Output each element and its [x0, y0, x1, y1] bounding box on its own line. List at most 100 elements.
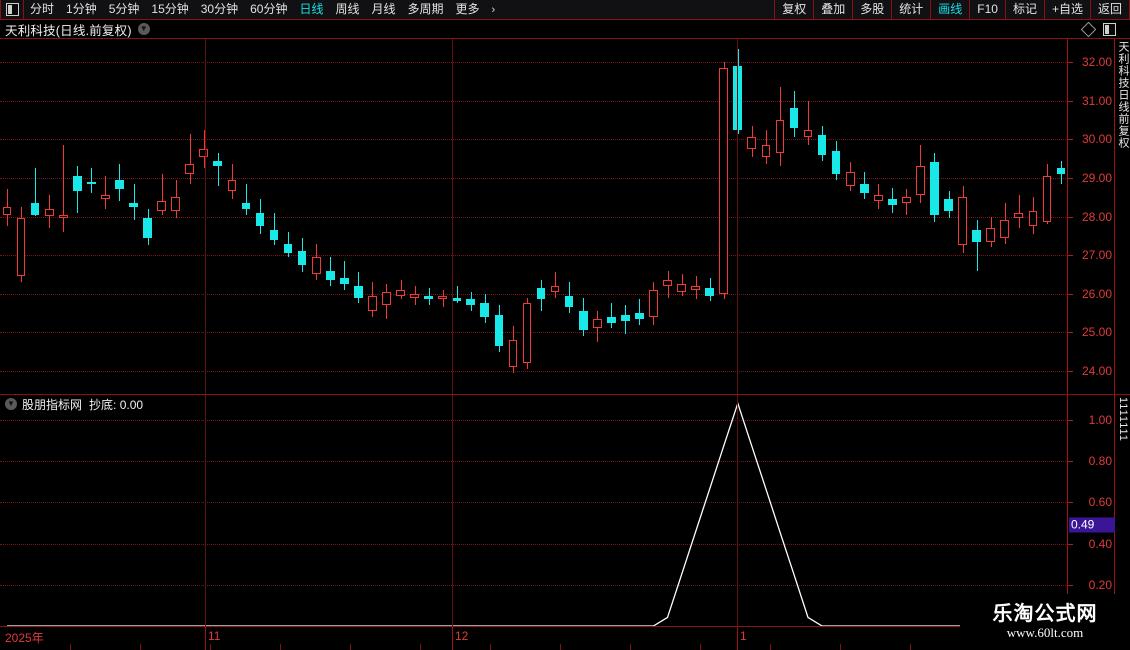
price-axis-tick — [1068, 370, 1073, 372]
price-axis-label: 29.00 — [1081, 170, 1112, 185]
period-tab-8[interactable]: 月线 — [371, 2, 396, 16]
indicator-axis-label: 0.60 — [1088, 495, 1112, 510]
button-biaoji[interactable]: 标记 — [1004, 0, 1044, 19]
candlestick-plot[interactable] — [0, 39, 1130, 394]
pane-layout-icon[interactable] — [1103, 22, 1116, 36]
candle-body — [508, 339, 518, 367]
price-axis-tick — [1068, 332, 1073, 334]
candle-wick — [134, 183, 135, 221]
page-title: 天利科技(日线.前复权) — [5, 23, 132, 38]
candle-body — [550, 285, 560, 292]
candle-wick — [204, 129, 205, 169]
candle-body — [859, 183, 869, 194]
indicator-value-highlight: 0.49 — [1069, 517, 1115, 533]
month-gridline — [205, 39, 206, 394]
price-axis-tick — [1068, 139, 1073, 141]
candle-body — [564, 295, 574, 308]
candle-wick — [190, 133, 191, 184]
period-tab-7[interactable]: 周线 — [335, 2, 360, 16]
candle-body — [185, 164, 195, 175]
candle-body — [789, 108, 799, 128]
period-tab-10[interactable]: 更多 — [455, 2, 480, 16]
month-gridline — [737, 395, 738, 626]
candle-wick — [218, 152, 219, 186]
candle-body — [157, 201, 166, 211]
candle-body — [115, 179, 124, 190]
watermark-url: www.60lt.com — [1006, 625, 1084, 640]
candle-body — [1028, 210, 1038, 227]
site-watermark: 乐淘公式网 www.60lt.com — [960, 594, 1130, 650]
button-back[interactable]: 返回 — [1089, 0, 1130, 19]
title-tools — [1080, 21, 1130, 37]
candle-body — [213, 160, 223, 167]
price-gridline — [0, 293, 1068, 295]
candle-body — [691, 285, 700, 290]
chevron-down-icon[interactable]: ▼ — [137, 23, 150, 35]
sub-vertical-watermark: 1111111 — [1114, 395, 1130, 626]
date-axis-tick — [490, 644, 491, 650]
pane-toggle-icon[interactable] — [0, 0, 24, 19]
price-gridline — [0, 62, 1068, 64]
candle-body — [1014, 212, 1024, 219]
date-axis-tick — [210, 644, 211, 650]
candle-wick — [639, 299, 640, 325]
date-axis-label: 2025年 — [5, 631, 44, 645]
candle-body — [466, 299, 476, 306]
period-tab-3[interactable]: 15分钟 — [151, 2, 189, 16]
main-vertical-text: 天利科技日线前复权 — [1117, 41, 1129, 149]
indicator-gridline — [0, 584, 1068, 586]
candle-body — [396, 289, 405, 296]
period-tab-5[interactable]: 60分钟 — [250, 2, 288, 16]
button-add-favorite[interactable]: +自选 — [1043, 0, 1090, 19]
button-tongji[interactable]: 统计 — [891, 0, 930, 19]
button-f10[interactable]: F10 — [969, 0, 1005, 19]
period-tab-1[interactable]: 1分钟 — [66, 2, 97, 16]
indicator-chevron-down-icon[interactable]: ▼ — [5, 398, 17, 410]
price-gridline — [0, 370, 1068, 372]
main-price-pane: 天利科技日线前复权 32.00 31.00 30.00 29.00 28.00 27.00… — [0, 38, 1130, 394]
period-tab-9[interactable]: 多周期 — [407, 2, 444, 16]
indicator-site-label: 股朋指标网 — [22, 397, 83, 412]
candle-body — [58, 214, 68, 219]
indicator-axis-tick — [1068, 584, 1073, 586]
price-gridline — [0, 216, 1068, 218]
indicator-axis-label: 0.20 — [1088, 577, 1112, 592]
button-diejia[interactable]: 叠加 — [813, 0, 852, 19]
period-tab-4[interactable]: 30分钟 — [200, 2, 239, 16]
period-tab-6[interactable]: 日线 — [299, 2, 324, 16]
candle-body — [101, 195, 110, 200]
top-toolbar: 分时 1分钟 5分钟 15分钟 30分钟 60分钟 日线 周线 月线 多周期 更… — [0, 0, 1130, 20]
date-axis-tick — [70, 644, 71, 650]
candle-body — [663, 280, 672, 286]
price-axis-label: 30.00 — [1081, 132, 1112, 147]
indicator-axis-label: 0.40 — [1088, 536, 1112, 551]
indicator-line-svg — [7, 401, 1061, 626]
candle-body — [606, 316, 616, 323]
candle-wick — [808, 100, 809, 146]
button-duogu[interactable]: 多股 — [852, 0, 891, 19]
candle-body — [817, 135, 827, 155]
button-fuquan[interactable]: 复权 — [774, 0, 813, 19]
candle-wick — [555, 272, 556, 298]
period-tab-0[interactable]: 分时 — [30, 2, 55, 16]
candle-body — [199, 148, 209, 157]
candle-body — [255, 212, 265, 227]
price-axis-tick — [1068, 255, 1073, 257]
candle-wick — [246, 183, 247, 215]
button-huaxian[interactable]: 画线 — [930, 0, 969, 19]
candle-body — [494, 314, 504, 346]
diamond-icon[interactable] — [1080, 21, 1097, 37]
indicator-name-label: 抄底: 0.00 — [89, 397, 144, 412]
period-tab-2[interactable]: 5分钟 — [108, 2, 140, 16]
date-axis-label: 1 — [740, 629, 747, 643]
chevron-right-icon[interactable]: › — [491, 3, 496, 16]
indicator-plot[interactable] — [0, 395, 1130, 626]
date-axis-separator — [452, 627, 453, 650]
price-gridline — [0, 177, 1068, 179]
indicator-gridline — [0, 543, 1068, 545]
candle-body — [761, 145, 771, 157]
candle-body — [845, 172, 855, 186]
indicator-header: ▼ 股朋指标网 抄底: 0.00 — [0, 395, 143, 413]
candle-wick — [162, 174, 163, 215]
